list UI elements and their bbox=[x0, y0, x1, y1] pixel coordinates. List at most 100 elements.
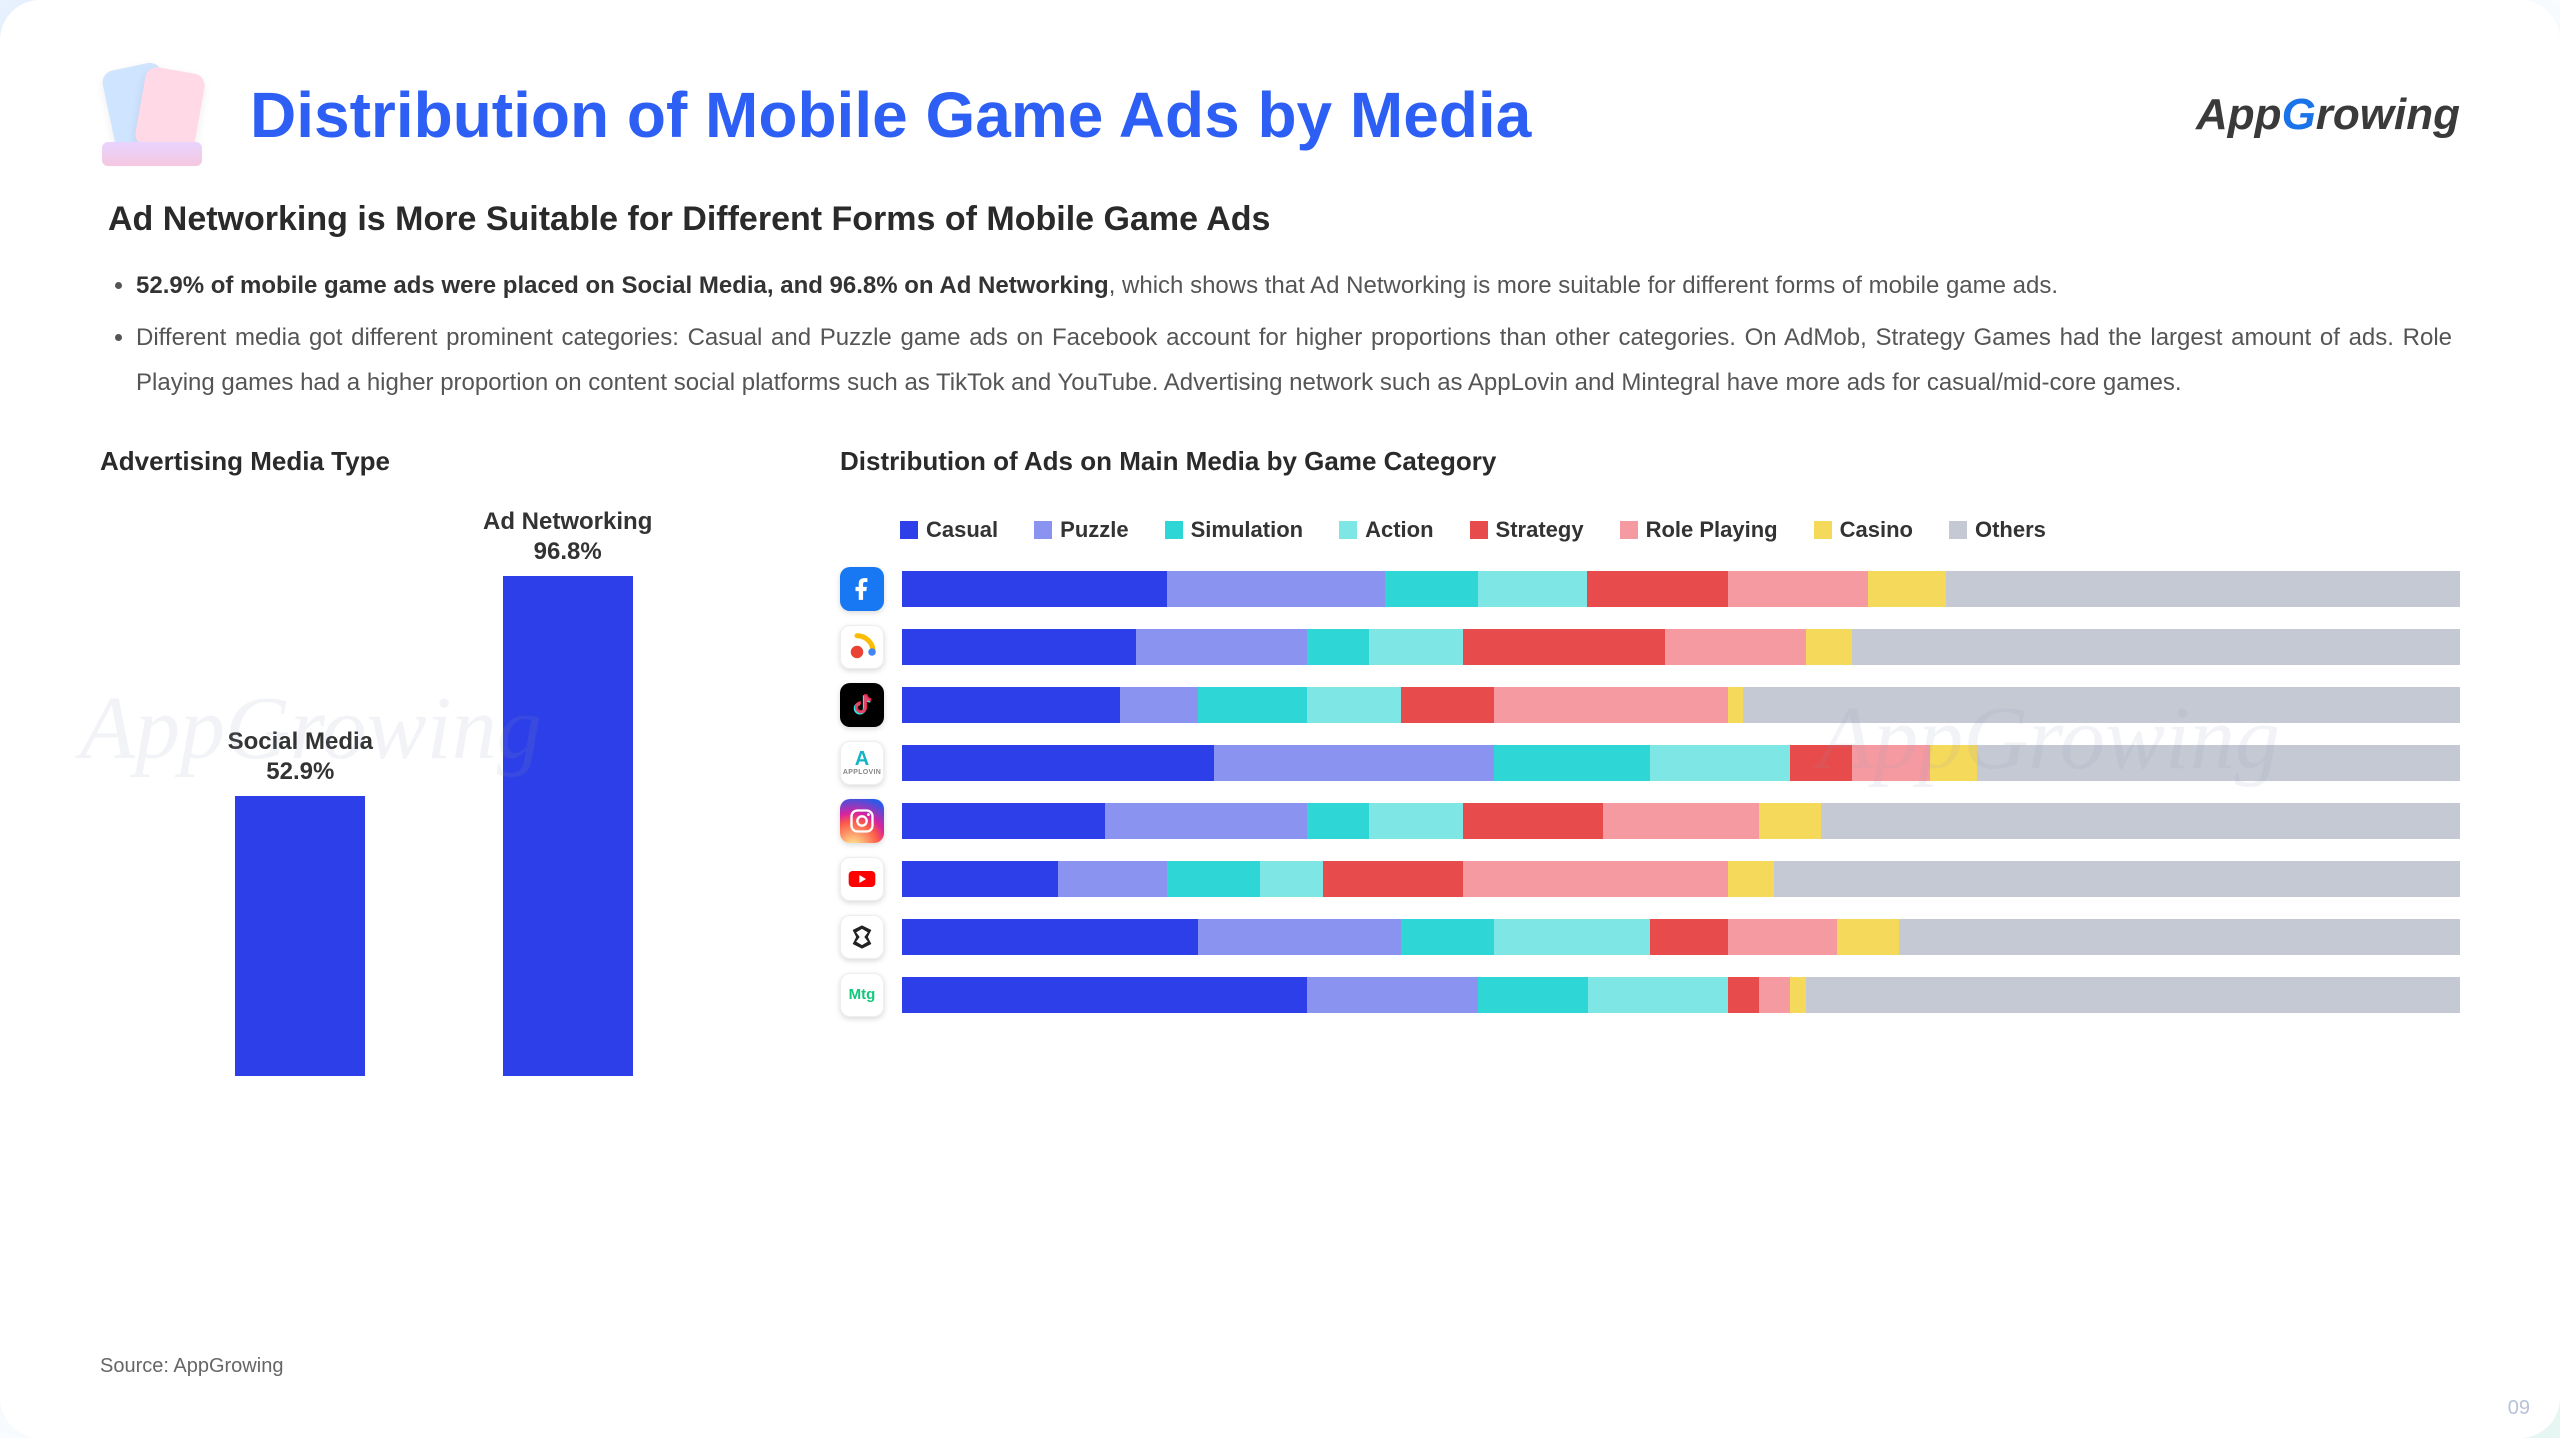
segment-role-playing bbox=[1728, 919, 1837, 955]
stack-row-unity bbox=[840, 915, 2460, 959]
legend-label: Action bbox=[1365, 517, 1433, 543]
stack-row-tiktok bbox=[840, 683, 2460, 727]
segment-puzzle bbox=[1136, 629, 1307, 665]
segment-action bbox=[1494, 919, 1650, 955]
legend-label: Role Playing bbox=[1646, 517, 1778, 543]
admob-icon bbox=[840, 625, 884, 669]
segment-strategy bbox=[1401, 687, 1494, 723]
segment-others bbox=[1806, 977, 2460, 1013]
stack-bar bbox=[902, 687, 2460, 723]
legend-item: Casual bbox=[900, 517, 998, 543]
segment-casual bbox=[902, 745, 1214, 781]
segment-strategy bbox=[1463, 803, 1603, 839]
source-label: Source: AppGrowing bbox=[100, 1355, 283, 1378]
legend: Casual Puzzle Simulation Action Strategy Role… bbox=[900, 517, 2460, 543]
segment-casual bbox=[902, 861, 1058, 897]
bar-label: Ad Networking bbox=[483, 508, 652, 536]
segment-casual bbox=[902, 571, 1167, 607]
segment-casino bbox=[1759, 803, 1821, 839]
segment-simulation bbox=[1307, 803, 1369, 839]
legend-swatch-icon bbox=[900, 521, 918, 539]
segment-others bbox=[1743, 687, 2460, 723]
segment-puzzle bbox=[1307, 977, 1478, 1013]
legend-item: Role Playing bbox=[1620, 517, 1778, 543]
segment-action bbox=[1650, 745, 1790, 781]
segment-simulation bbox=[1494, 745, 1650, 781]
segment-puzzle bbox=[1105, 803, 1308, 839]
legend-label: Strategy bbox=[1496, 517, 1584, 543]
legend-item: Casino bbox=[1814, 517, 1913, 543]
stack-row-facebook bbox=[840, 567, 2460, 611]
legend-item: Strategy bbox=[1470, 517, 1584, 543]
segment-casino bbox=[1728, 687, 1744, 723]
segment-role-playing bbox=[1728, 571, 1868, 607]
segment-others bbox=[1977, 745, 2460, 781]
segment-action bbox=[1588, 977, 1728, 1013]
segment-puzzle bbox=[1167, 571, 1385, 607]
legend-swatch-icon bbox=[1949, 521, 1967, 539]
stack-row-mintegral: Mtg bbox=[840, 973, 2460, 1017]
bar-rect bbox=[235, 796, 365, 1076]
stack-row-youtube bbox=[840, 857, 2460, 901]
stack-bar bbox=[902, 571, 2460, 607]
page-title: Distribution of Mobile Game Ads by Media bbox=[250, 78, 1531, 152]
legend-item: Simulation bbox=[1165, 517, 1303, 543]
stack-row-admob bbox=[840, 625, 2460, 669]
segment-others bbox=[1899, 919, 2460, 955]
segment-role-playing bbox=[1463, 861, 1728, 897]
charts-row: Advertising Media Type AppGrowing Social… bbox=[100, 446, 2460, 1077]
segment-strategy bbox=[1650, 919, 1728, 955]
segment-simulation bbox=[1307, 629, 1369, 665]
bar-chart-panel: Advertising Media Type AppGrowing Social… bbox=[100, 446, 780, 1077]
segment-others bbox=[1774, 861, 2460, 897]
segment-casino bbox=[1728, 861, 1775, 897]
slide: Distribution of Mobile Game Ads by Media… bbox=[0, 0, 2560, 1438]
segment-casino bbox=[1790, 977, 1806, 1013]
stack-bar bbox=[902, 745, 2460, 781]
bar-value: 96.8% bbox=[534, 538, 602, 566]
segment-puzzle bbox=[1058, 861, 1167, 897]
title-wrap: Distribution of Mobile Game Ads by Media bbox=[100, 60, 1531, 170]
segment-casino bbox=[1837, 919, 1899, 955]
segment-casual bbox=[902, 629, 1136, 665]
legend-label: Puzzle bbox=[1060, 517, 1128, 543]
legend-swatch-icon bbox=[1470, 521, 1488, 539]
stack-row-applovin: AAPPLOVIN bbox=[840, 741, 2460, 785]
segment-strategy bbox=[1790, 745, 1852, 781]
segment-role-playing bbox=[1759, 977, 1790, 1013]
segment-others bbox=[1852, 629, 2460, 665]
segment-casual bbox=[902, 919, 1198, 955]
legend-swatch-icon bbox=[1034, 521, 1052, 539]
stack-bar bbox=[902, 629, 2460, 665]
unity-icon bbox=[840, 915, 884, 959]
page-number: 09 bbox=[2508, 1397, 2530, 1420]
legend-swatch-icon bbox=[1620, 521, 1638, 539]
segment-simulation bbox=[1167, 861, 1260, 897]
segment-role-playing bbox=[1494, 687, 1728, 723]
stack-row-instagram bbox=[840, 799, 2460, 843]
legend-item: Puzzle bbox=[1034, 517, 1128, 543]
bar-label: Social Media bbox=[228, 728, 373, 756]
tiktok-icon bbox=[840, 683, 884, 727]
segment-strategy bbox=[1463, 629, 1666, 665]
brand-g: G bbox=[2282, 90, 2316, 139]
legend-swatch-icon bbox=[1339, 521, 1357, 539]
youtube-icon bbox=[840, 857, 884, 901]
segment-simulation bbox=[1198, 687, 1307, 723]
segment-action bbox=[1307, 687, 1400, 723]
legend-label: Others bbox=[1975, 517, 2046, 543]
segment-puzzle bbox=[1198, 919, 1401, 955]
legend-label: Simulation bbox=[1191, 517, 1303, 543]
header-row: Distribution of Mobile Game Ads by Media… bbox=[100, 60, 2460, 170]
bullet-2: Different media got different prominent … bbox=[136, 315, 2452, 406]
segment-action bbox=[1369, 629, 1462, 665]
legend-item: Others bbox=[1949, 517, 2046, 543]
segment-role-playing bbox=[1665, 629, 1805, 665]
segment-casino bbox=[1806, 629, 1853, 665]
segment-role-playing bbox=[1852, 745, 1930, 781]
brand-logo: AppGrowing bbox=[2196, 90, 2460, 140]
segment-casual bbox=[902, 687, 1120, 723]
segment-strategy bbox=[1587, 571, 1727, 607]
facebook-icon bbox=[840, 567, 884, 611]
segment-casual bbox=[902, 803, 1105, 839]
